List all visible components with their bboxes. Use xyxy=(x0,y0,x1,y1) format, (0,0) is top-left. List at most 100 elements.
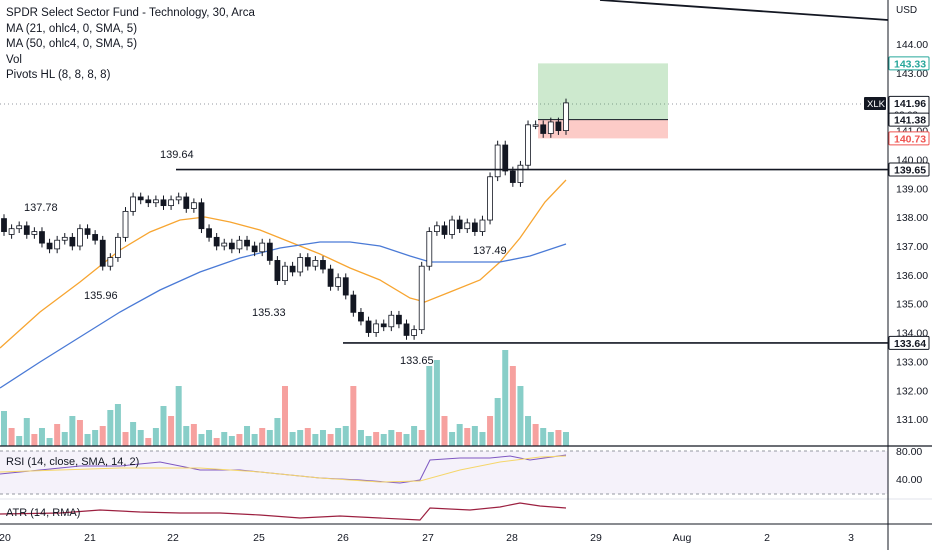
candle-body xyxy=(456,219,463,230)
price-tick-label: 133.00 xyxy=(896,356,928,368)
atr-label[interactable]: ATR (14, RMA) xyxy=(6,507,81,519)
candle-body xyxy=(228,242,235,250)
volume-bar xyxy=(555,430,562,446)
horizontal-levels[interactable] xyxy=(176,168,888,344)
candle-body xyxy=(335,277,342,287)
candle-body xyxy=(61,236,68,241)
volume-bar xyxy=(509,366,516,446)
volume-bar xyxy=(61,432,68,446)
legend-ma50[interactable]: MA (50, ohlc4, 0, SMA, 5) xyxy=(6,38,138,50)
chart-legend: SPDR Select Sector Fund - Technology, 30… xyxy=(6,6,255,84)
candle-body xyxy=(122,210,129,238)
candle-body xyxy=(525,124,531,166)
candle-body xyxy=(69,236,76,247)
candle-body xyxy=(84,228,91,235)
volume-bar xyxy=(395,432,402,446)
candle-body xyxy=(31,231,38,235)
time-tick-label: 29 xyxy=(590,532,602,544)
candle-body xyxy=(449,219,455,235)
candle-body xyxy=(221,242,228,247)
candle-body xyxy=(396,314,402,325)
legend-title[interactable]: SPDR Select Sector Fund - Technology, 30… xyxy=(6,7,255,19)
volume-bar xyxy=(183,426,190,446)
volume-bar xyxy=(441,416,448,446)
ma50-line xyxy=(0,241,567,389)
volume-bar xyxy=(38,428,45,446)
candle-body xyxy=(350,294,357,313)
time-axis[interactable]: 20 21 22 25 26 27 28 29 Aug 2 3 xyxy=(0,523,932,544)
pivot-label: 137.78 xyxy=(24,202,58,214)
volume-bar xyxy=(357,430,364,446)
pivot-label: 139.64 xyxy=(160,149,194,161)
candle-body xyxy=(517,164,524,183)
time-tick-label: 25 xyxy=(253,532,265,544)
price-axis[interactable]: 131.00132.00133.00134.00135.00136.00137.… xyxy=(864,0,930,550)
volume-bar xyxy=(236,434,243,446)
volume-bar xyxy=(145,438,152,446)
volume-bar xyxy=(532,424,539,446)
volume-bar xyxy=(1,411,7,446)
volume-bar xyxy=(198,434,205,446)
candle-body xyxy=(160,199,167,207)
volume-bar xyxy=(16,436,23,446)
price-label-text: 143.33 xyxy=(894,58,926,70)
legend-ma21[interactable]: MA (21, ohlc4, 0, SMA, 5) xyxy=(6,22,138,35)
candle-body xyxy=(92,234,99,241)
candle-body xyxy=(213,236,220,247)
volume-bar xyxy=(206,430,213,446)
price-tick-label: 137.00 xyxy=(896,241,928,253)
legend-vol[interactable]: Vol xyxy=(6,53,22,66)
volume-bar xyxy=(380,434,387,446)
price-label-text: 140.73 xyxy=(894,133,926,145)
long-position-tool[interactable] xyxy=(538,63,668,139)
candle-body xyxy=(365,320,372,333)
volume-bar xyxy=(494,398,501,446)
volume-bar xyxy=(84,434,91,446)
volume-bar xyxy=(418,430,425,446)
candle-body xyxy=(190,202,197,209)
volume-bar xyxy=(31,434,38,446)
volume-bar xyxy=(76,420,83,446)
pivot-label: 135.33 xyxy=(252,307,286,319)
volume-bar xyxy=(213,438,220,446)
price-tick-label: 144.00 xyxy=(896,39,928,51)
rsi-ma-line xyxy=(0,455,567,483)
volume-bar xyxy=(319,430,326,446)
volume-bar xyxy=(502,350,509,446)
volume-bar xyxy=(426,366,433,446)
candle-body xyxy=(206,228,212,238)
candle-body xyxy=(388,314,395,328)
candle-body xyxy=(494,144,501,178)
volume-bar xyxy=(411,426,418,446)
volume-bar xyxy=(54,424,61,446)
candle-body xyxy=(320,260,326,270)
volume-bar xyxy=(342,426,349,446)
trend-line[interactable] xyxy=(599,0,889,21)
volume-bar xyxy=(525,416,532,446)
pivot-label: 137.49 xyxy=(473,245,507,257)
candle-body xyxy=(46,242,53,250)
currency-label[interactable]: USD xyxy=(896,5,918,16)
time-tick-label: Aug xyxy=(673,532,692,544)
legend-pivots[interactable]: Pivots HL (8, 8, 8, 8) xyxy=(6,69,111,81)
candle-body xyxy=(403,323,410,336)
volume-bar xyxy=(221,432,228,446)
rsi-tick-label: 80.00 xyxy=(896,446,922,458)
rsi-label[interactable]: RSI (14, close, SMA, 14, 2) xyxy=(6,456,140,468)
candle-body xyxy=(99,239,106,267)
volume-bar xyxy=(160,406,167,446)
volume-bar xyxy=(266,430,273,446)
rsi-tick-label: 40.00 xyxy=(896,474,922,486)
volume-bar xyxy=(479,432,486,446)
volume-bar xyxy=(107,410,114,446)
price-tick-label: 135.00 xyxy=(896,299,928,311)
candle-body xyxy=(130,196,137,212)
candle-body xyxy=(433,225,440,232)
volume-bar xyxy=(122,432,129,446)
candle-body xyxy=(236,239,243,250)
ma21-line xyxy=(0,179,567,349)
candlesticks xyxy=(1,98,569,340)
candle-body xyxy=(487,176,493,221)
volume-bar xyxy=(449,432,456,446)
